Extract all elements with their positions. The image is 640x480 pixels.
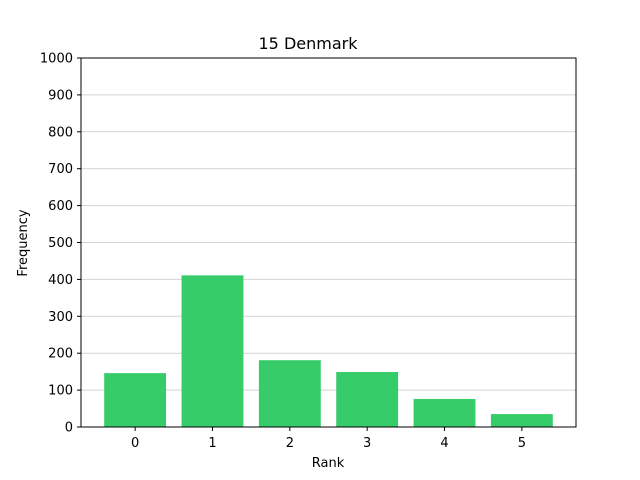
x-tick-label: 5: [518, 436, 526, 451]
y-axis-ticks: 0 100 200 300 400 500 600 700 800 900 1000: [40, 52, 81, 436]
y-tick-label: 200: [48, 347, 73, 362]
y-tick-label: 1000: [40, 52, 73, 67]
grid-lines: [81, 57, 576, 428]
y-tick-label: 500: [48, 236, 73, 251]
x-tick-label: 1: [208, 436, 216, 451]
y-tick-label: 300: [48, 310, 73, 325]
x-axis-label: Rank: [312, 456, 345, 471]
y-tick-label: 0: [65, 421, 73, 436]
bar-rank-3: [336, 372, 399, 427]
y-tick-label: 900: [48, 88, 73, 103]
x-tick-label: 0: [131, 436, 139, 451]
x-tick-label: 4: [440, 436, 448, 451]
bar-rank-4: [413, 398, 476, 427]
y-tick-label: 400: [48, 273, 73, 288]
chart-title: 15 Denmark: [259, 34, 359, 53]
x-axis-ticks: 0 1 2 3 4 5: [131, 427, 526, 451]
bar-rank-2: [258, 360, 321, 427]
bars: [104, 275, 553, 427]
y-tick-label: 800: [48, 125, 73, 140]
bar-rank-1: [181, 275, 244, 427]
x-tick-label: 2: [286, 436, 294, 451]
y-tick-label: 700: [48, 162, 73, 177]
y-axis-label: Frequency: [16, 209, 31, 276]
x-tick-label: 3: [363, 436, 371, 451]
y-tick-label: 600: [48, 199, 73, 214]
bar-rank-0: [104, 373, 167, 427]
y-tick-label: 100: [48, 384, 73, 399]
bar-rank-5: [490, 414, 553, 427]
